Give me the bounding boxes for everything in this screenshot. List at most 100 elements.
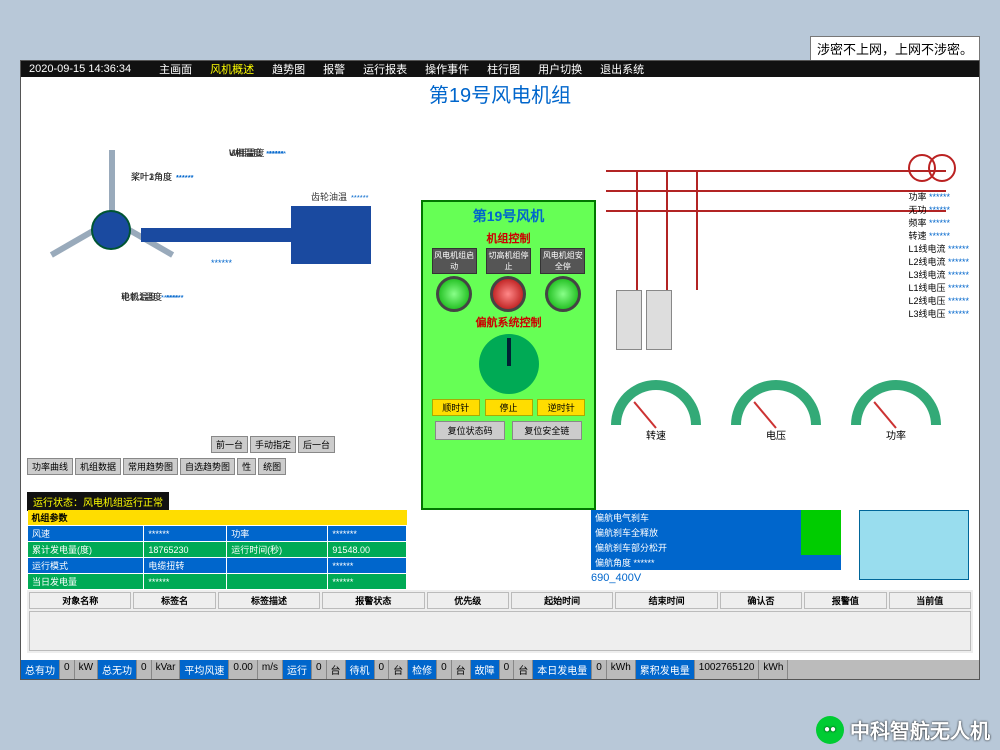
status-key: 运行 [283,660,312,679]
bus-wire [606,170,946,172]
cabinet-2 [646,290,672,350]
panel-title: 第19号风机 [423,206,594,226]
reading-item: 功率 ****** [908,190,969,203]
status-key: 总有功 [21,660,60,679]
menu-user[interactable]: 用户切换 [538,61,582,77]
watermark-text: 中科智航无人机 [850,715,990,744]
right-readings: 功率 ******无功 ******频率 ******转速 ******L1线电… [908,190,969,320]
reading-item: L1线电压 ****** [908,281,969,294]
hydraulic-unit-icon [859,510,969,580]
reading-item: 转速 ****** [908,229,969,242]
view-tab[interactable]: 功率曲线 [27,458,73,475]
reset-status-button[interactable]: 复位状态码 [435,421,505,440]
status-val: 0 [592,660,607,679]
yaw-stop-button[interactable]: 停止 [485,399,533,416]
status-key: 总无功 [98,660,137,679]
yaw-brake-partial-led [801,540,841,555]
yaw-ccw-button[interactable]: 逆时针 [537,399,585,416]
mimic-canvas: 桨叶1角度******桨叶2角度******桨叶3角度****** 轮毂温度**… [21,110,979,670]
alarm-col: 结束时间 [615,592,717,609]
status-unit: kVar [152,660,181,679]
view-tab[interactable]: 自选趋势图 [180,458,235,475]
menu-report[interactable]: 运行报表 [363,61,407,77]
yaw-knob[interactable] [479,334,539,394]
menu-main[interactable]: 主画面 [159,61,192,77]
status-val: 1002765120 [695,660,760,679]
status-unit: 台 [327,660,346,679]
status-val: 0.00 [229,660,257,679]
panel-sect-yaw: 偏航系统控制 [423,314,594,330]
alarm-col: 优先级 [427,592,509,609]
round-button-row [427,276,590,312]
next-turbine-button[interactable]: 后一台 [298,436,335,453]
menu-alarm[interactable]: 报警 [323,61,345,77]
status-val: 0 [500,660,515,679]
view-tab[interactable]: 性 [237,458,256,475]
status-key: 故障 [471,660,500,679]
menubar: 2020-09-15 14:36:34 主画面 风机概述 趋势图 报警 运行报表… [21,61,979,77]
view-tab[interactable]: 常用趋势图 [123,458,178,475]
view-tab[interactable]: 机组数据 [75,458,121,475]
hub [91,210,131,250]
alarm-col: 对象名称 [29,592,131,609]
alarm-col: 报警值 [804,592,886,609]
status-val: 0 [375,660,390,679]
view-tab[interactable]: 统图 [258,458,286,475]
status-unit: kWh [607,660,636,679]
status-unit: kW [75,660,98,679]
prev-turbine-button[interactable]: 前一台 [211,436,248,453]
reset-safety-button[interactable]: 复位安全链 [512,421,582,440]
reading-item: L3线电压 ****** [908,307,969,320]
params-header: 机组参数 [28,510,407,526]
alarm-table: 对象名称标签名标签描述报警状态优先级起始时间结束时间确认否报警值当前值 [27,590,973,653]
page-title: 第19号风电机组 [21,77,979,110]
menu-turbine[interactable]: 风机概述 [210,61,254,77]
gearbox-oil-label: 齿轮油温****** [311,190,369,203]
estop-button[interactable] [545,276,581,312]
yaw-status-block: 偏航电气刹车 偏航刹车全释放 偏航刹车部分松开 偏航角度 ****** 690_… [591,510,841,584]
status-unit: kWh [759,660,788,679]
voltage-line: 690_400V [591,572,841,584]
stop-button[interactable] [490,276,526,312]
manual-select-button[interactable]: 手动指定 [250,436,296,453]
nacelle [291,206,371,264]
menu-trend[interactable]: 趋势图 [272,61,305,77]
start-button[interactable] [436,276,472,312]
drop-1 [636,170,638,290]
drop-3 [696,170,698,290]
security-notice: 涉密不上网，上网不涉密。 [810,36,980,61]
status-val: 0 [137,660,152,679]
reading-item: L2线电压 ****** [908,294,969,307]
alarm-col: 标签描述 [218,592,320,609]
yaw-angle: 偏航角度 ****** [591,555,841,570]
transformer-2 [908,154,936,182]
panel-sect-turbine: 机组控制 [423,230,594,246]
sq-button-row: 风电机组启动 切高机组停止 风电机组安全停 [427,248,590,274]
status-unit: m/s [258,660,283,679]
yaw-brake-release: 偏航刹车全释放 [591,525,801,540]
reset-btn-row: 复位状态码 复位安全链 [423,417,594,444]
gauge-speed: 转速 [611,380,701,440]
yaw-brake-partial: 偏航刹车部分松开 [591,540,801,555]
param-row: 累计发电量(度)18765230运行时间(秒)91548.00 [28,542,407,558]
status-unit: 台 [514,660,533,679]
yaw-brake-release-led [801,525,841,540]
cabinet-1 [616,290,642,350]
menu-exit[interactable]: 退出系统 [600,61,644,77]
menu-bar-chart[interactable]: 柱行图 [487,61,520,77]
status-val: 0 [312,660,327,679]
status-key: 待机 [346,660,375,679]
timestamp: 2020-09-15 14:36:34 [29,63,131,75]
turbine-nav: 前一台 手动指定 后一台 [211,436,335,453]
wechat-icon: ●● [816,716,844,744]
status-val: 0 [437,660,452,679]
btn-start-label: 风电机组启动 [432,248,477,274]
watermark: ●● 中科智航无人机 [816,715,990,744]
yaw-cw-button[interactable]: 顺时针 [432,399,480,416]
yaw-btn-row: 顺时针 停止 逆时针 [423,398,594,417]
run-status: 运行状态：风电机组运行正常 [27,492,169,511]
menu-events[interactable]: 操作事件 [425,61,469,77]
phase-temp-item: W相温度****** [229,146,286,159]
reading-item: L2线电流 ****** [908,255,969,268]
alarm-col: 确认否 [720,592,802,609]
